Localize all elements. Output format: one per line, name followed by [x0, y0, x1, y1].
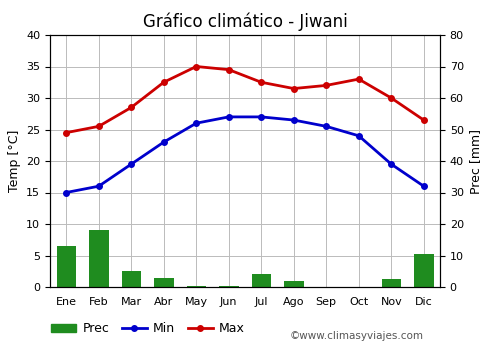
Legend: Prec, Min, Max: Prec, Min, Max	[46, 317, 250, 340]
Bar	[56, 246, 76, 287]
Title: Gráfico climático - Jiwani: Gráfico climático - Jiwani	[142, 12, 348, 31]
Text: ©www.climasyviajes.com: ©www.climasyviajes.com	[290, 331, 424, 341]
Y-axis label: Prec [mm]: Prec [mm]	[470, 128, 482, 194]
Bar	[284, 281, 304, 287]
Bar	[252, 274, 271, 287]
Bar	[89, 230, 108, 287]
Bar	[122, 271, 141, 287]
Bar	[219, 286, 238, 287]
Bar	[154, 278, 174, 287]
Bar	[186, 286, 206, 287]
Y-axis label: Temp [°C]: Temp [°C]	[8, 130, 20, 192]
Bar	[382, 279, 401, 287]
Bar	[414, 254, 434, 287]
